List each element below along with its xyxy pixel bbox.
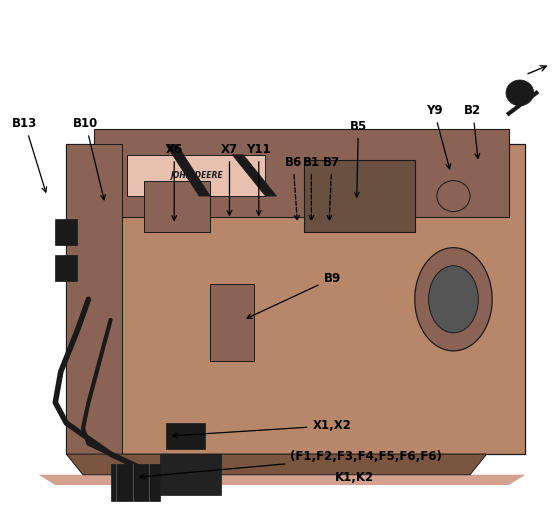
- Text: X1,X2: X1,X2: [173, 419, 351, 438]
- Text: (F1,F2,F3,F4,F5,F6,F6): (F1,F2,F3,F4,F5,F6,F6): [140, 450, 442, 479]
- Bar: [55, 255, 77, 281]
- Bar: [304, 160, 415, 232]
- Ellipse shape: [437, 181, 470, 212]
- Bar: [166, 423, 205, 449]
- Text: JOHN DEERE: JOHN DEERE: [170, 171, 223, 180]
- Text: B5: B5: [349, 120, 367, 197]
- Bar: [111, 464, 160, 501]
- Circle shape: [506, 80, 534, 106]
- Text: B6: B6: [284, 156, 302, 220]
- Polygon shape: [66, 144, 122, 454]
- Text: Y11: Y11: [247, 143, 271, 215]
- Text: X6: X6: [165, 143, 183, 220]
- Polygon shape: [39, 475, 525, 485]
- Text: B13: B13: [12, 117, 46, 192]
- Bar: [55, 219, 77, 245]
- Bar: [127, 155, 265, 196]
- Text: B10: B10: [73, 117, 105, 200]
- Ellipse shape: [415, 248, 492, 351]
- Polygon shape: [94, 129, 509, 217]
- Bar: [210, 284, 254, 361]
- Polygon shape: [66, 144, 525, 454]
- Text: B9: B9: [247, 272, 341, 318]
- Text: Y9: Y9: [426, 104, 451, 169]
- Bar: [160, 454, 221, 495]
- Polygon shape: [232, 155, 276, 196]
- Bar: [144, 181, 210, 232]
- Text: B1: B1: [303, 156, 320, 220]
- Polygon shape: [166, 144, 210, 196]
- Text: B2: B2: [465, 104, 481, 158]
- Polygon shape: [66, 454, 487, 475]
- Ellipse shape: [429, 266, 478, 333]
- Text: X7: X7: [221, 143, 238, 215]
- Text: K1,K2: K1,K2: [335, 471, 374, 484]
- Text: B7: B7: [324, 156, 340, 220]
